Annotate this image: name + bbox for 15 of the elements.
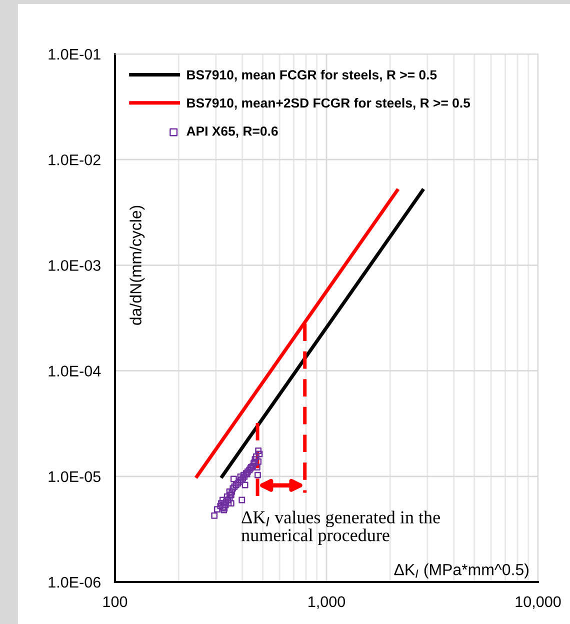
x-tick-label: 10,000 <box>516 596 561 609</box>
y-tick-label: 1.0E-03 <box>48 260 100 271</box>
legend-label: BS7910, mean FCGR for steels, R >= 0.5 <box>187 70 437 82</box>
y-tick-label: 1.0E-01 <box>48 48 100 60</box>
annotation: ΔK$_{I}$ values generated in the numerical procedure <box>241 510 440 545</box>
legend-label: BS7910, mean+2SD FCGR for steels, R >= 0.5 <box>187 98 470 110</box>
y-tick-label: 1.0E-04 <box>48 366 101 376</box>
y-axis-title: da/dN(mm/cycle) <box>130 206 145 325</box>
y-tick-label: 1.0E-06 <box>48 576 100 588</box>
x-tick-label: 1,000 <box>308 596 346 609</box>
legend-label: API X65, R=0.6 <box>186 126 278 138</box>
y-tick-label: 1.0E-02 <box>48 154 100 166</box>
x-tick-label: 100 <box>103 596 128 608</box>
y-tick-label: 1.0E-05 <box>48 471 100 482</box>
x-axis-title: ΔK$_{I}$ (MPa*mm^0.5) <box>394 564 528 578</box>
